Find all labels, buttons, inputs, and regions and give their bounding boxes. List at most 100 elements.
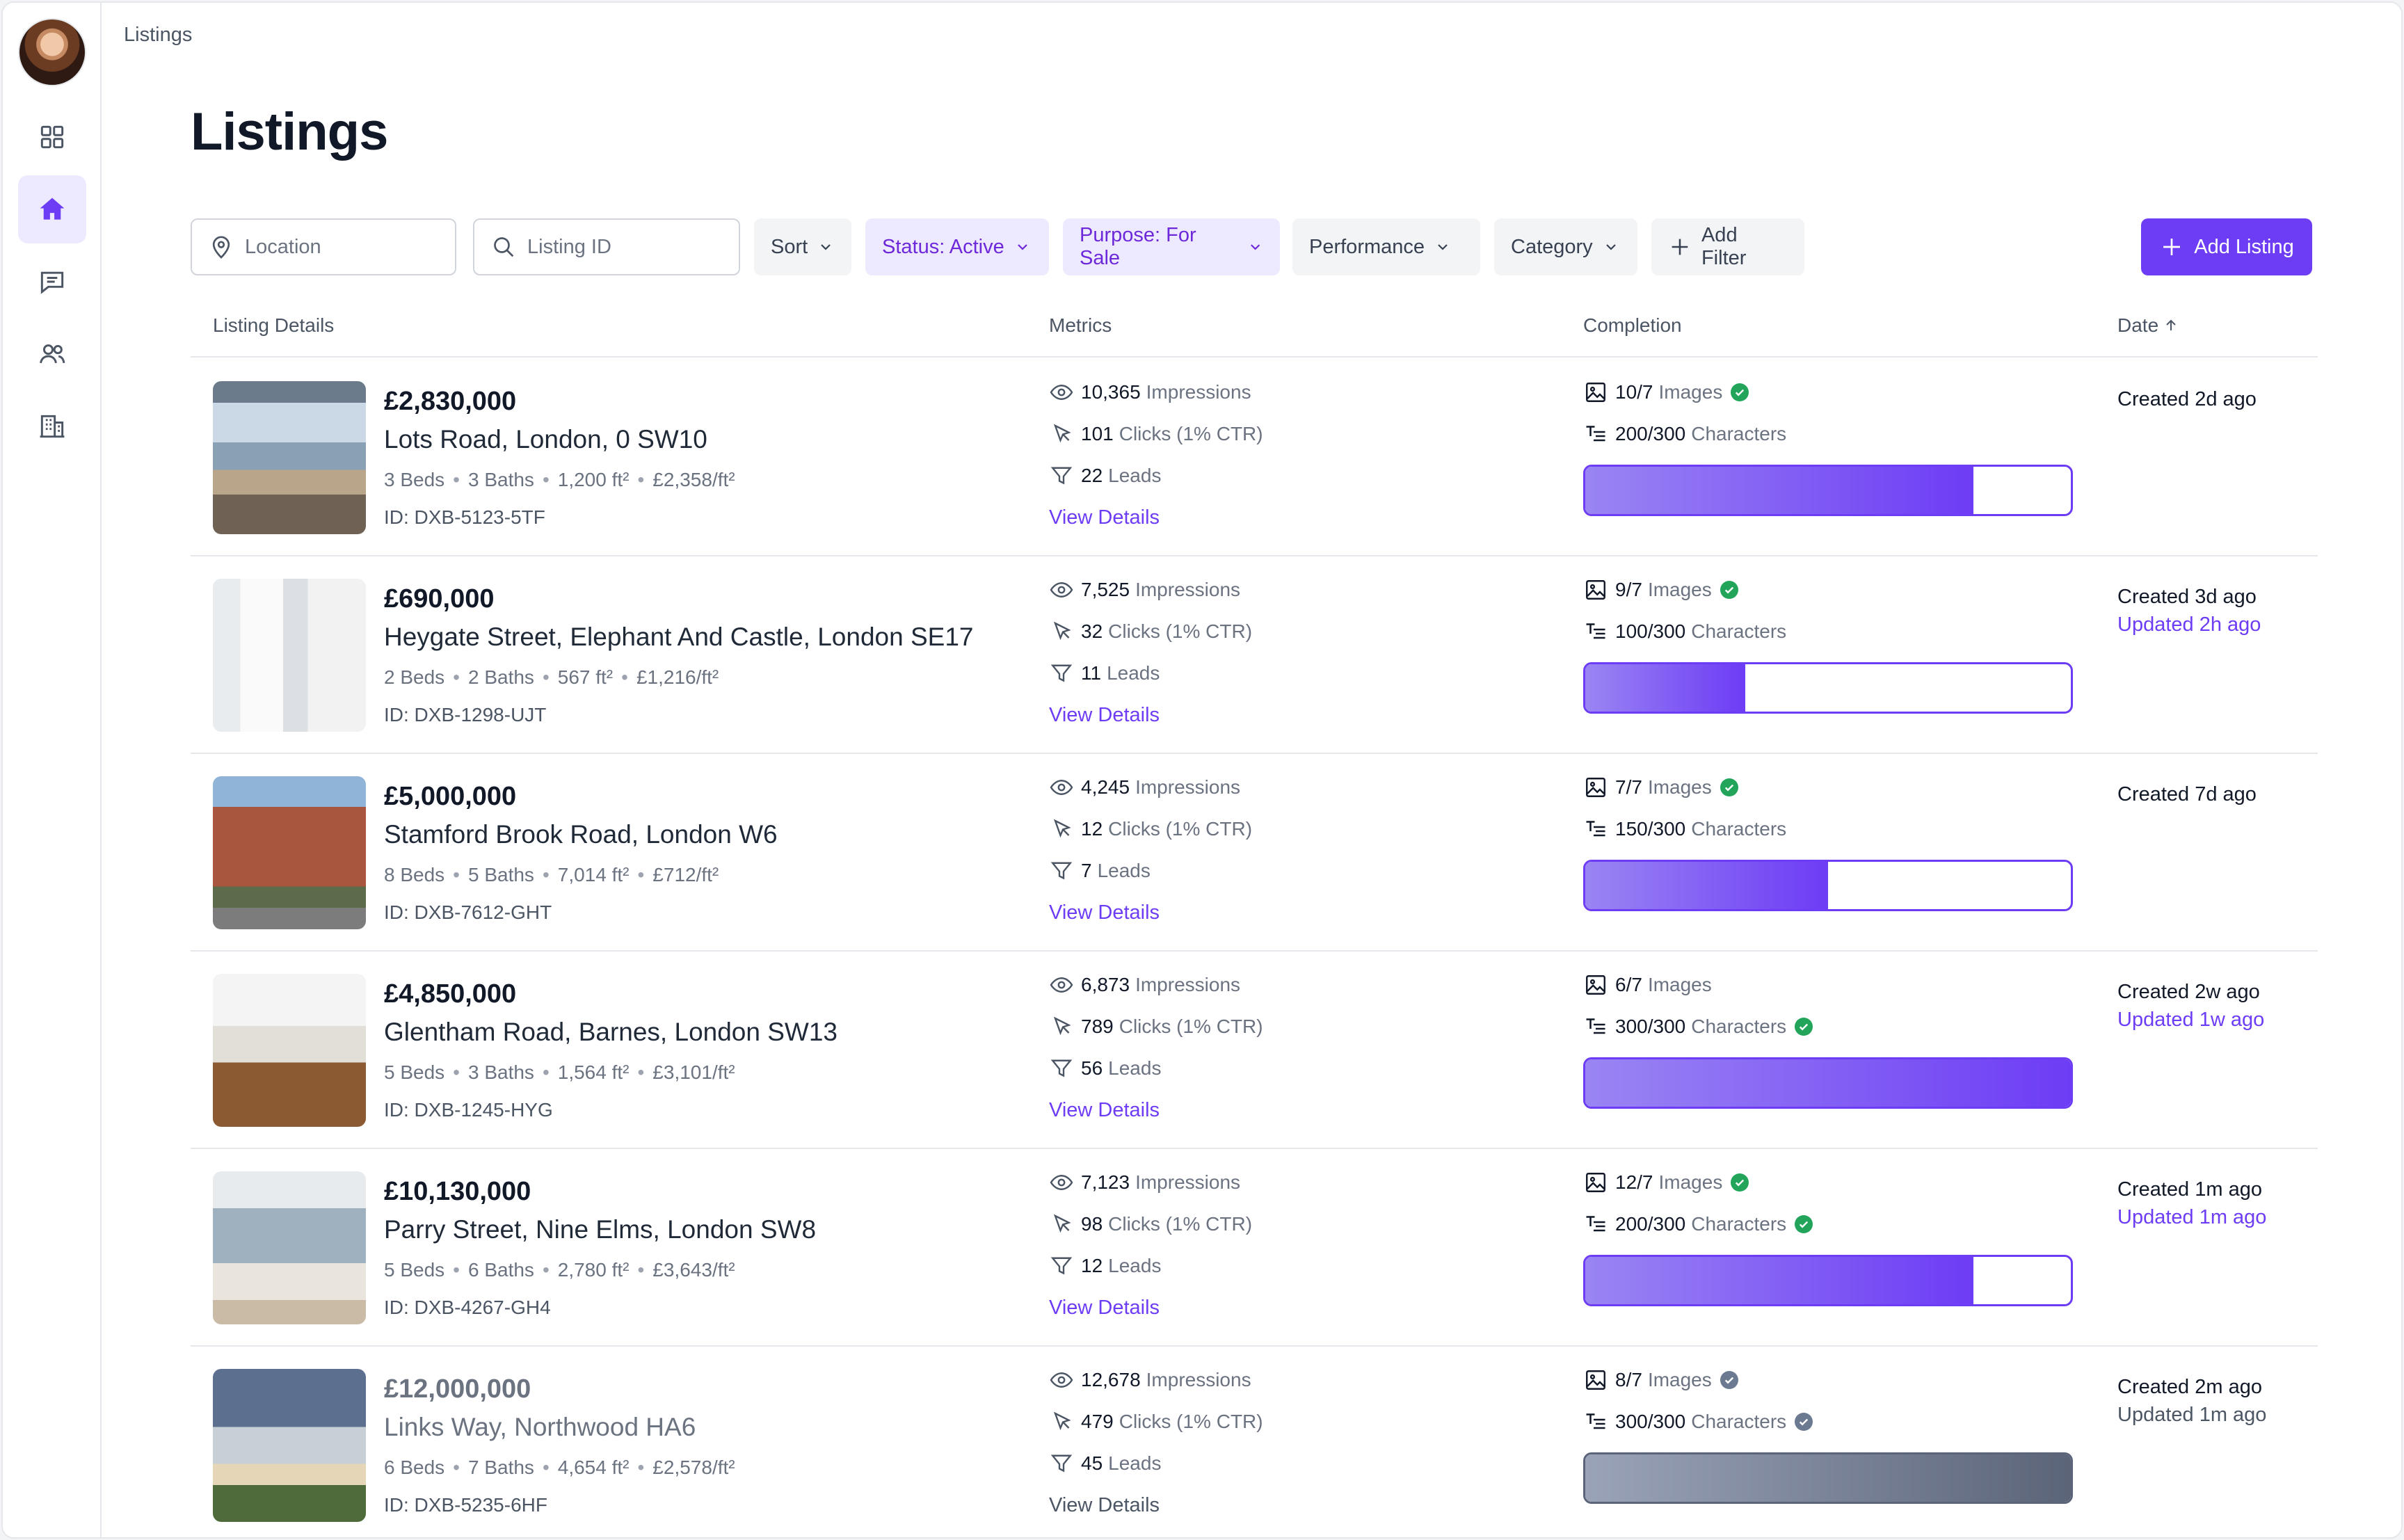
images-label: Images	[1658, 381, 1723, 403]
completion-progress-bar	[1583, 1057, 2073, 1109]
add-listing-button[interactable]: Add Listing	[2141, 218, 2312, 275]
updated-date[interactable]: Updated 1m ago	[2117, 1404, 2267, 1426]
listing-photo[interactable]	[213, 974, 366, 1127]
table-row[interactable]: £5,000,000 Stamford Brook Road, London W6…	[191, 754, 2318, 952]
characters-value: 100/300	[1615, 620, 1686, 642]
view-details-link[interactable]: View Details	[1049, 1297, 1160, 1319]
table-row[interactable]: £12,000,000 Links Way, Northwood HA6 6 Bed…	[191, 1347, 2318, 1537]
chevron-down-icon	[1438, 244, 1448, 250]
users-icon[interactable]	[18, 320, 86, 388]
listing-photo[interactable]	[213, 1369, 366, 1522]
sort-dropdown[interactable]: Sort	[754, 218, 851, 275]
listing-dates: Created 1m ago Updated 1m ago	[2117, 1176, 2266, 1231]
impressions-metric: 7,123 Impressions	[1049, 1170, 1240, 1195]
table-row[interactable]: £4,850,000 Glentham Road, Barnes, London …	[191, 952, 2318, 1149]
completion-progress-fill	[1585, 862, 1828, 909]
listing-photo[interactable]	[213, 1171, 366, 1324]
impressions-metric: 7,525 Impressions	[1049, 577, 1240, 602]
category-filter[interactable]: Category	[1494, 218, 1637, 275]
listing-dates: Created 7d ago	[2117, 780, 2257, 808]
images-completion: 7/7 Images	[1583, 775, 1738, 800]
impressions-value: 6,873	[1081, 974, 1130, 995]
view-details-link[interactable]: View Details	[1049, 1494, 1160, 1516]
impressions-value: 10,365	[1081, 381, 1141, 403]
price-per-sqft: £3,643/ft²	[652, 1259, 735, 1281]
listing-photo[interactable]	[213, 381, 366, 534]
beds: 5 Beds	[384, 1259, 445, 1281]
listing-address[interactable]: Links Way, Northwood HA6	[384, 1413, 696, 1441]
funnel-icon	[1050, 1257, 1073, 1275]
completion-progress-bar	[1583, 860, 2073, 911]
impressions-label: Impressions	[1135, 579, 1241, 600]
building-icon[interactable]	[18, 392, 86, 460]
view-details-link[interactable]: View Details	[1049, 506, 1160, 529]
image-icon	[1586, 778, 1605, 797]
separator-dot: •	[542, 666, 550, 688]
status-filter[interactable]: Status: Active	[865, 218, 1049, 275]
separator-dot: •	[542, 1457, 550, 1478]
separator-dot: •	[453, 666, 460, 688]
listing-specs: 3 Beds • 3 Baths • 1,200 ft² • £2,358/ft²	[384, 469, 735, 491]
updated-date[interactable]: Updated 1w ago	[2117, 1009, 2265, 1031]
impressions-metric: 6,873 Impressions	[1049, 972, 1240, 997]
eye-icon	[1050, 1372, 1073, 1388]
separator-dot: •	[453, 1259, 460, 1281]
column-completion: Completion	[1583, 314, 1682, 336]
leads-label: Leads	[1108, 1452, 1162, 1474]
add-filter-button[interactable]: Add Filter	[1651, 218, 1804, 275]
completion-progress-bar	[1583, 1255, 2073, 1306]
leads-metric: 45 Leads	[1049, 1451, 1161, 1476]
breadcrumb[interactable]: Listings	[124, 24, 193, 46]
listing-address[interactable]: Stamford Brook Road, London W6	[384, 820, 778, 849]
check-circle-icon	[1795, 1215, 1813, 1233]
separator-dot: •	[542, 469, 550, 490]
purpose-filter-label: Purpose: For Sale	[1080, 224, 1196, 269]
view-details-link[interactable]: View Details	[1049, 901, 1160, 924]
created-date: Created 2d ago	[2117, 388, 2257, 410]
separator-dot: •	[542, 864, 550, 885]
characters-completion: 100/300 Characters	[1583, 619, 1786, 644]
clicks-value: 789	[1081, 1016, 1114, 1037]
view-details-link[interactable]: View Details	[1049, 1099, 1160, 1121]
performance-filter[interactable]: Performance	[1292, 218, 1480, 275]
chevron-down-icon	[821, 244, 831, 250]
updated-date[interactable]: Updated 2h ago	[2117, 613, 2261, 636]
clicks-label: Clicks (1% CTR)	[1119, 423, 1263, 444]
home-icon[interactable]	[18, 175, 86, 243]
separator-dot: •	[542, 1259, 550, 1281]
dashboard-icon[interactable]	[18, 103, 86, 171]
listing-address[interactable]: Heygate Street, Elephant And Castle, Lon…	[384, 623, 974, 651]
location-input[interactable]: Location	[191, 218, 456, 275]
baths: 5 Baths	[467, 864, 534, 885]
table-row[interactable]: £10,130,000 Parry Street, Nine Elms, Lond…	[191, 1149, 2318, 1347]
characters-value: 150/300	[1615, 818, 1686, 840]
completion-progress-fill	[1585, 467, 1974, 514]
listing-address[interactable]: Glentham Road, Barnes, London SW13	[384, 1018, 838, 1046]
view-details-link[interactable]: View Details	[1049, 704, 1160, 726]
listing-photo[interactable]	[213, 579, 366, 732]
impressions-metric: 4,245 Impressions	[1049, 775, 1240, 800]
messages-icon[interactable]	[18, 248, 86, 316]
characters-value: 300/300	[1615, 1016, 1686, 1037]
plus-icon	[2163, 239, 2181, 255]
price-per-sqft: £712/ft²	[652, 864, 719, 885]
avatar[interactable]	[18, 18, 86, 86]
purpose-filter[interactable]: Purpose: For Sale	[1063, 218, 1280, 275]
price-per-sqft: £1,216/ft²	[636, 666, 719, 688]
area: 1,200 ft²	[557, 469, 630, 490]
updated-date[interactable]: Updated 1m ago	[2117, 1206, 2267, 1228]
table-row[interactable]: £690,000 Heygate Street, Elephant And Cas…	[191, 556, 2318, 754]
listing-price: £2,830,000	[384, 387, 517, 416]
images-completion: 8/7 Images	[1583, 1367, 1738, 1393]
table-row[interactable]: £2,830,000 Lots Road, London, 0 SW10 3 Bed…	[191, 359, 2318, 556]
listing-photo[interactable]	[213, 776, 366, 929]
listing-address[interactable]: Lots Road, London, 0 SW10	[384, 425, 707, 454]
listing-id-input[interactable]: Listing ID	[473, 218, 740, 275]
images-value: 8/7	[1615, 1369, 1642, 1390]
images-completion: 12/7 Images	[1583, 1170, 1749, 1195]
funnel-icon	[1050, 862, 1073, 880]
funnel-icon	[1050, 1454, 1073, 1473]
listing-address[interactable]: Parry Street, Nine Elms, London SW8	[384, 1215, 817, 1244]
column-date[interactable]: Date	[2117, 314, 2179, 337]
